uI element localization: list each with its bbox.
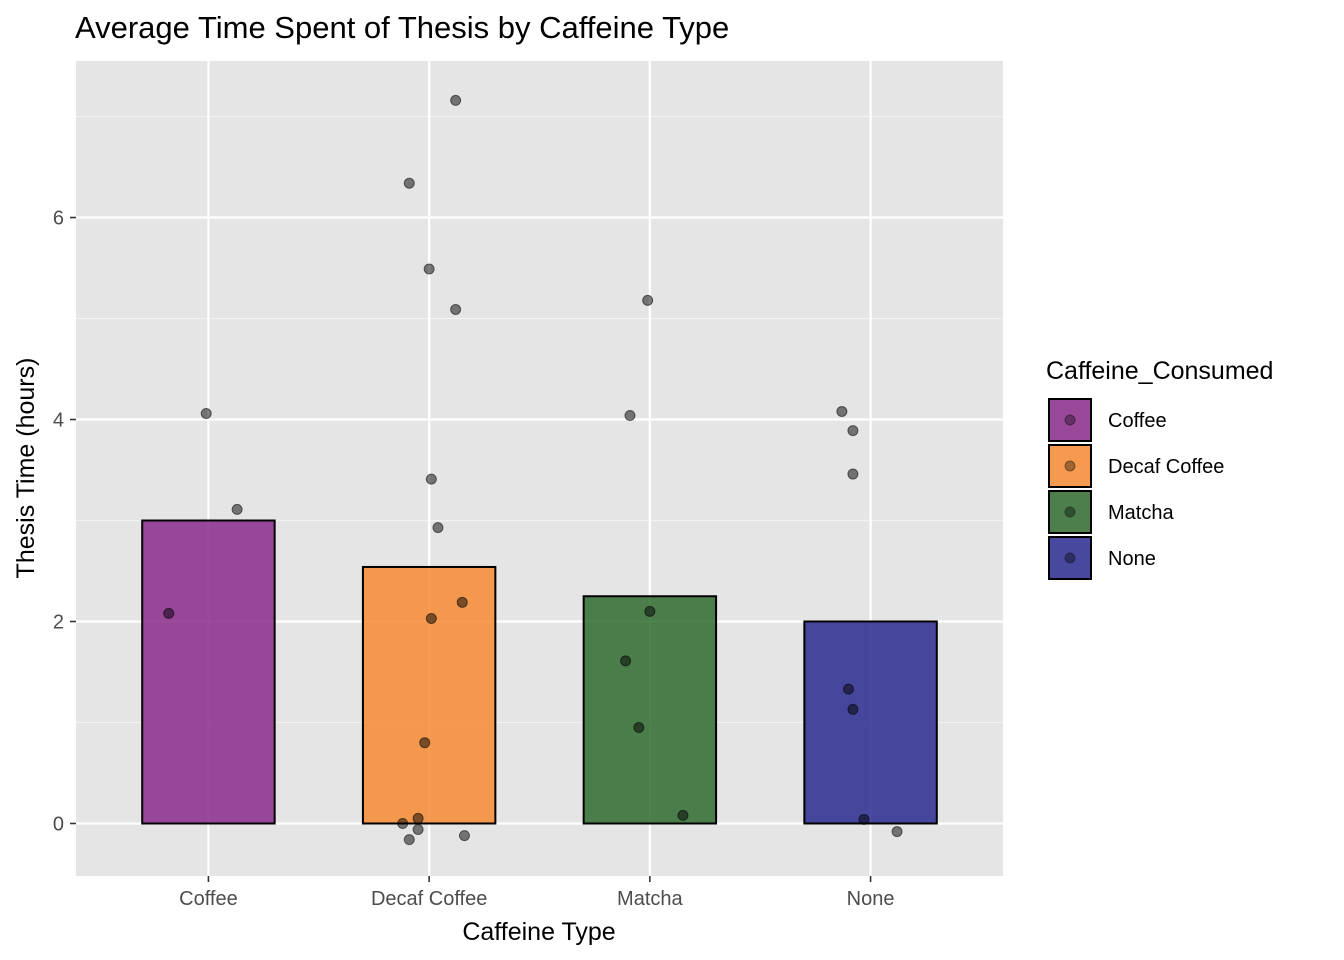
legend-key-point xyxy=(1064,414,1076,426)
x-tick-label: Decaf Coffee xyxy=(371,888,487,910)
data-point xyxy=(847,703,859,715)
legend-key-swatch xyxy=(1048,490,1092,534)
legend-entry-label: Matcha xyxy=(1108,502,1174,524)
data-point xyxy=(419,737,431,749)
legend-key-point xyxy=(1064,552,1076,564)
data-point xyxy=(456,596,468,608)
bar-coffee xyxy=(141,519,276,825)
data-point xyxy=(858,813,870,825)
x-axis-title: Caffeine Type xyxy=(462,918,615,946)
data-point xyxy=(403,177,415,189)
y-tick-label: 2 xyxy=(53,612,64,634)
legend-key-point xyxy=(1064,460,1076,472)
data-point xyxy=(200,407,212,419)
legend-entry-label: Decaf Coffee xyxy=(1108,456,1224,478)
data-point xyxy=(425,473,437,485)
chart-title: Average Time Spent of Thesis by Caffeine… xyxy=(75,10,729,45)
legend-key-swatch xyxy=(1048,444,1092,488)
x-tick-label: Coffee xyxy=(179,888,238,910)
data-point xyxy=(412,824,424,836)
data-point xyxy=(450,303,462,315)
data-point xyxy=(425,612,437,624)
data-point xyxy=(624,409,636,421)
data-point xyxy=(642,294,654,306)
x-tick-label: Matcha xyxy=(617,888,683,910)
data-point xyxy=(403,834,415,846)
data-point xyxy=(847,468,859,480)
data-point xyxy=(423,263,435,275)
data-point xyxy=(397,817,409,829)
legend-key-swatch xyxy=(1048,398,1092,442)
bar-none xyxy=(803,620,938,825)
data-point xyxy=(620,655,632,667)
x-axis: Coffee Decaf Coffee Matcha None xyxy=(179,876,894,910)
data-point xyxy=(891,826,903,838)
data-point xyxy=(633,722,645,734)
y-tick-label: 0 xyxy=(53,813,64,835)
x-tick-label: None xyxy=(847,888,895,910)
data-point xyxy=(847,425,859,437)
y-tick-label: 4 xyxy=(53,410,64,432)
legend-entry-label: None xyxy=(1108,548,1156,570)
data-point xyxy=(677,809,689,821)
legend-key-swatch xyxy=(1048,536,1092,580)
y-tick-label: 6 xyxy=(53,208,64,230)
data-point xyxy=(644,605,656,617)
bar-decaf-coffee xyxy=(361,565,497,825)
data-point xyxy=(450,94,462,106)
legend: Caffeine_Consumed Coffee Decaf Coffee Matc… xyxy=(1046,357,1273,580)
data-point xyxy=(843,683,854,695)
legend-title: Caffeine_Consumed xyxy=(1046,357,1273,385)
y-axis: 0 2 4 6 xyxy=(53,208,76,835)
legend-key-point xyxy=(1064,506,1076,518)
points xyxy=(163,94,903,846)
data-point xyxy=(163,607,175,619)
legend-entry-label: Coffee xyxy=(1108,410,1167,432)
y-axis-title: Thesis Time (hours) xyxy=(12,358,40,579)
data-point xyxy=(432,522,444,534)
data-point xyxy=(412,812,424,824)
data-point xyxy=(458,830,470,842)
bars xyxy=(141,519,938,825)
data-point xyxy=(836,405,848,417)
bar-matcha xyxy=(582,595,718,825)
data-point xyxy=(231,503,243,515)
